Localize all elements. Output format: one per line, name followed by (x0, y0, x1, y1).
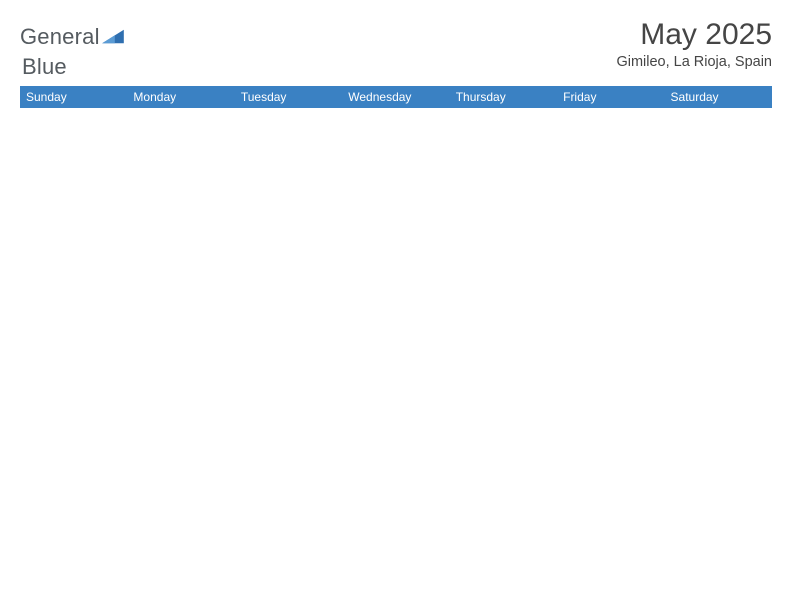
weekday-header: Wednesday (342, 86, 449, 108)
location-subtitle: Gimileo, La Rioja, Spain (616, 54, 772, 70)
title-block: May 2025 Gimileo, La Rioja, Spain (616, 18, 772, 70)
weekday-header: Monday (127, 86, 234, 108)
brand-name-a: General (20, 24, 100, 50)
weekday-header: Tuesday (235, 86, 342, 108)
weekday-header: Thursday (450, 86, 557, 108)
brand-triangle-icon (102, 28, 124, 46)
weekday-header: Friday (557, 86, 664, 108)
calendar-weekday-header: SundayMondayTuesdayWednesdayThursdayFrid… (20, 86, 772, 108)
month-title: May 2025 (616, 18, 772, 52)
weekday-header: Sunday (20, 86, 127, 108)
calendar-table: SundayMondayTuesdayWednesdayThursdayFrid… (20, 86, 772, 108)
brand-logo: General (20, 24, 126, 50)
brand-name-b: Blue (22, 54, 67, 79)
weekday-header: Saturday (665, 86, 772, 108)
